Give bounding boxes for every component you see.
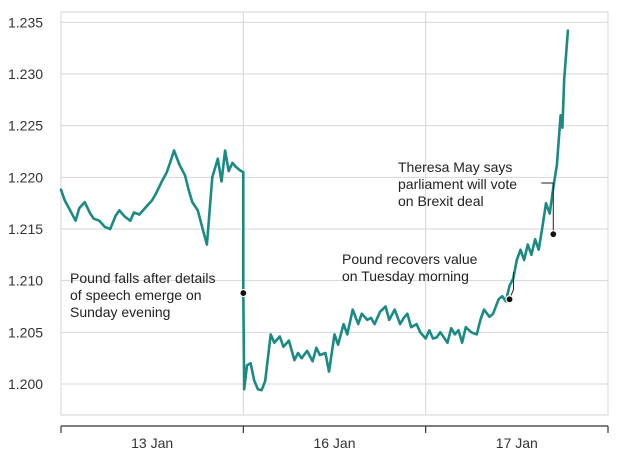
y-tick-label: 1.235 (8, 14, 43, 30)
x-tick-label: 13 Jan (131, 435, 173, 451)
annotation-leader (541, 182, 554, 235)
y-tick-label: 1.220 (8, 169, 43, 185)
annotation-text: parliament will vote (398, 176, 517, 192)
x-axis: 13 Jan 16 Jan 17 Jan (60, 425, 609, 451)
annotation-text: on Brexit deal (398, 193, 484, 209)
annotation-text: Pound recovers value (342, 251, 478, 267)
y-tick-label: 1.200 (8, 376, 43, 392)
y-tick-label: 1.215 (8, 221, 43, 237)
annotation-text: on Tuesday morning (342, 268, 469, 284)
annotation-dot (505, 295, 514, 304)
y-tick-label: 1.210 (8, 273, 43, 289)
annotation-text: Sunday evening (70, 304, 170, 320)
annotation-dot (239, 288, 248, 298)
gridlines (60, 11, 609, 416)
y-axis-ticks: 1.200 1.205 1.210 1.215 1.220 1.225 1.230 1.235 (8, 14, 43, 392)
annotation-dot (549, 230, 558, 239)
annotation-text: of speech emerge on (70, 287, 202, 303)
x-tick-label: 16 Jan (313, 435, 355, 451)
gbp-usd-line (59, 29, 570, 392)
plot-frame (60, 11, 609, 416)
series-layer (59, 29, 570, 392)
y-tick-label: 1.230 (8, 66, 43, 82)
y-tick-label: 1.205 (8, 324, 43, 340)
y-tick-label: 1.225 (8, 118, 43, 134)
annotation-text: Theresa May says (398, 159, 512, 175)
x-tick-label: 17 Jan (496, 435, 538, 451)
annotation-text: Pound falls after details (70, 270, 216, 286)
